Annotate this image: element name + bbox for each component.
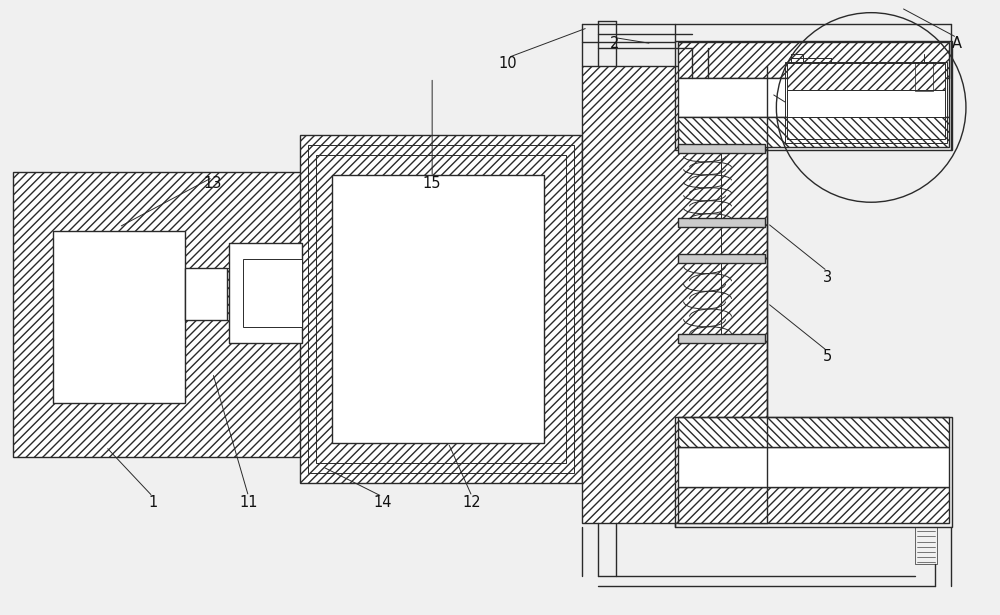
Bar: [675, 41, 952, 150]
Text: 14: 14: [373, 495, 392, 510]
Text: 5: 5: [823, 349, 832, 365]
Bar: [300, 135, 582, 483]
Bar: [678, 42, 949, 77]
Text: 11: 11: [239, 495, 258, 510]
Text: 15: 15: [423, 176, 441, 191]
Text: 2: 2: [610, 36, 619, 51]
Bar: [787, 90, 945, 117]
Bar: [13, 172, 367, 457]
Bar: [243, 259, 302, 327]
Bar: [675, 417, 952, 526]
Bar: [332, 175, 544, 443]
Bar: [308, 145, 574, 472]
Text: 1: 1: [148, 495, 157, 510]
Text: 13: 13: [203, 176, 222, 191]
Bar: [678, 334, 765, 343]
Bar: [678, 117, 949, 148]
Bar: [787, 117, 945, 140]
Bar: [785, 62, 947, 143]
Bar: [185, 268, 227, 320]
Bar: [787, 63, 945, 90]
Bar: [582, 66, 767, 523]
Bar: [229, 243, 302, 343]
Bar: [316, 156, 566, 462]
Bar: [678, 254, 765, 263]
Text: 12: 12: [463, 495, 481, 510]
Bar: [915, 526, 937, 565]
Bar: [53, 231, 185, 403]
Bar: [678, 486, 949, 523]
Bar: [678, 417, 949, 446]
Bar: [915, 62, 933, 92]
Bar: [678, 77, 949, 117]
Bar: [678, 446, 949, 486]
Bar: [678, 218, 765, 227]
Bar: [678, 145, 765, 153]
Text: A: A: [952, 36, 962, 51]
Text: 10: 10: [499, 56, 517, 71]
Text: 3: 3: [823, 269, 832, 285]
